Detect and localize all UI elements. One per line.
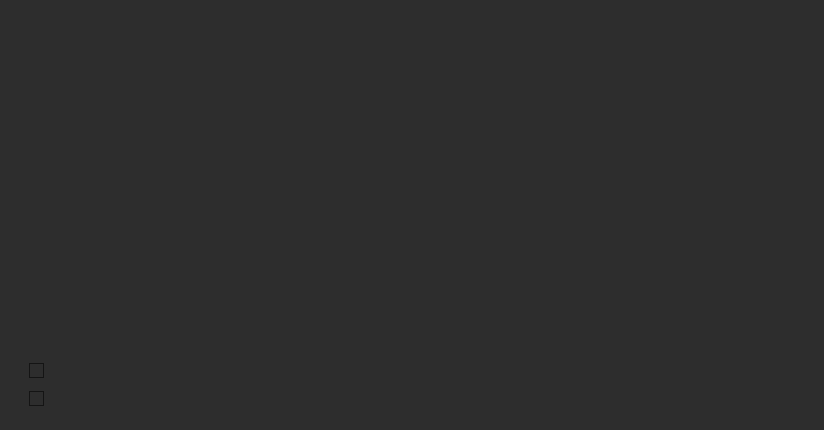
legend-swatch-atlag <box>29 391 44 406</box>
legend-swatch-legtobb <box>29 363 44 378</box>
